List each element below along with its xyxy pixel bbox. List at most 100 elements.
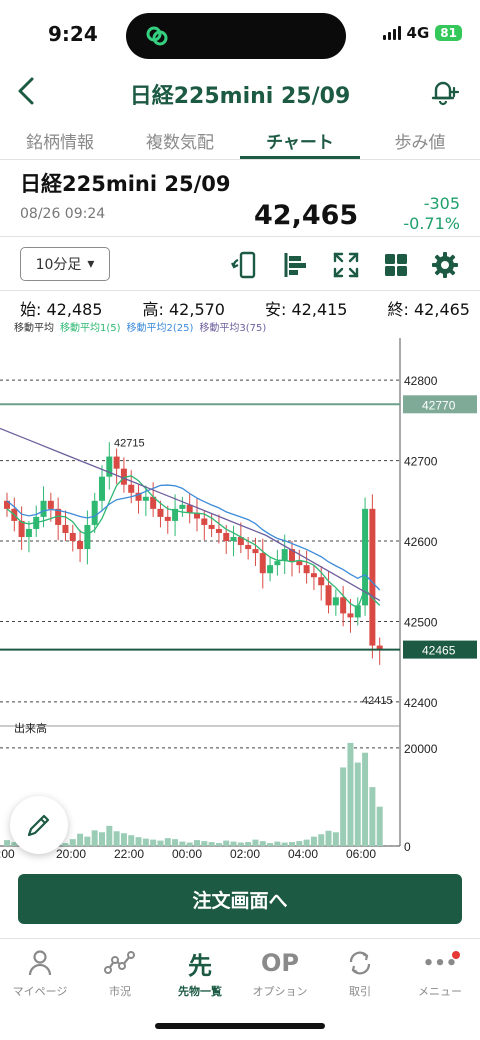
candle-body: [186, 504, 193, 513]
candle-body: [194, 512, 200, 519]
price-chart[interactable]: 42800 42700 42600 42500 42400 42770 42465 42715…: [0, 338, 480, 860]
volume-bar: [84, 836, 91, 846]
volume-bar: [164, 838, 171, 846]
volume-bar: [215, 843, 222, 846]
pencil-icon: [27, 814, 50, 837]
grid-layout-icon[interactable]: [381, 250, 411, 280]
candle-body: [332, 597, 339, 606]
candle-body: [106, 456, 113, 477]
candle-body: [128, 484, 135, 493]
price-tick-label: 42600: [404, 535, 438, 549]
candle-body: [296, 561, 303, 566]
rotate-phone-icon[interactable]: [230, 250, 260, 280]
volume-bar: [194, 840, 200, 846]
status-indicators: 4G 81: [382, 24, 462, 42]
candle-body: [252, 549, 259, 554]
candle-body: [369, 508, 376, 646]
volume-bar: [4, 840, 10, 846]
ma3-label: 移動平均3(75): [199, 323, 267, 334]
battery-icon: 81: [435, 25, 462, 41]
current-price-label: 42465: [422, 644, 456, 658]
gear-icon[interactable]: [430, 250, 460, 280]
volume-bar: [128, 835, 135, 846]
bottom-nav: マイページ 市況 先 先物一覧 OP オプション 取引 ••• メニュー: [0, 938, 480, 1008]
volume-bar: [340, 767, 347, 846]
ma-legend-title: 移動平均: [14, 323, 54, 334]
volume-bar: [310, 836, 317, 846]
volume-tick-label: 0: [404, 840, 411, 854]
draw-button[interactable]: [10, 796, 68, 854]
candle-body: [77, 541, 84, 550]
price-tick-label: 42800: [404, 374, 438, 388]
tab-multi-quote[interactable]: 複数気配: [146, 133, 214, 153]
volume-bar: [62, 843, 69, 846]
candle-body: [303, 565, 310, 574]
time-tick-label: 22:00: [114, 847, 144, 860]
nav-market[interactable]: 市況: [80, 939, 160, 1008]
candle-body: [91, 500, 98, 525]
time-tick-label: 02:00: [230, 847, 260, 860]
volume-bar: [289, 842, 295, 846]
chevron-down-icon: ▾: [87, 256, 95, 272]
candle-body: [223, 532, 230, 542]
tab-bar: 銘柄情報 複数気配 チャート 歩み値: [0, 118, 480, 160]
ma1-line: [6, 475, 381, 609]
timeframe-select[interactable]: 10分足 ▾: [20, 247, 110, 281]
nav-options[interactable]: OP オプション: [252, 949, 308, 998]
notification-dot: [452, 951, 460, 959]
candle-body: [362, 508, 369, 606]
volume-bar: [362, 752, 369, 846]
nav-mypage[interactable]: マイページ: [0, 939, 80, 1008]
tab-chart[interactable]: チャート: [240, 118, 360, 159]
candle-body: [318, 577, 325, 586]
nav-trade[interactable]: 取引: [320, 939, 400, 1008]
order-screen-button[interactable]: 注文画面へ: [18, 874, 462, 924]
low-marker-label: 42415: [362, 695, 393, 707]
nav-futures-list[interactable]: 先 先物一覧: [160, 939, 240, 1008]
time-tick-label: 00:00: [172, 847, 202, 860]
volume-bar: [259, 841, 266, 846]
nav-menu[interactable]: ••• メニュー: [400, 939, 480, 1008]
price-change: -305: [423, 194, 460, 213]
volume-bar: [332, 832, 339, 846]
time-tick-label: 04:00: [288, 847, 318, 860]
current-price: 42,465: [254, 200, 359, 231]
candle-body: [113, 456, 120, 469]
candle-body: [142, 496, 149, 501]
volume-bar: [303, 839, 310, 846]
volume-bar: [267, 843, 274, 846]
instrument-name: 日経225mini 25/09: [20, 172, 231, 196]
page-title: 日経225mini 25/09: [129, 84, 351, 109]
ma-legend: 移動平均 移動平均1(5) 移動平均2(25) 移動平均3(75): [14, 319, 266, 334]
tab-tick-history[interactable]: 歩み値: [394, 133, 446, 153]
candle-body: [340, 597, 347, 614]
volume-bar: [347, 742, 354, 846]
fullscreen-icon[interactable]: [331, 250, 361, 280]
menu-dots-icon: •••: [422, 952, 458, 974]
candle-body: [267, 565, 274, 574]
network-type: 4G: [406, 24, 430, 42]
volume-bar: [274, 841, 281, 846]
candle-body: [281, 549, 288, 562]
volume-bar: [186, 842, 193, 846]
low-value: 安: 42,415: [265, 300, 348, 319]
bell-plus-icon[interactable]: [428, 76, 460, 108]
candle-body: [40, 500, 47, 517]
volume-bar: [208, 842, 215, 846]
candle-body: [230, 537, 237, 542]
timeframe-value: 10分足: [35, 257, 82, 273]
reference-price-label: 42770: [422, 398, 456, 412]
price-tick-label: 42500: [404, 615, 438, 629]
reference-price-tag: [403, 395, 477, 414]
price-change-percent: -0.71%: [403, 214, 460, 233]
candle-body: [47, 500, 54, 509]
volume-bar: [150, 839, 157, 846]
close-value: 終: 42,465: [387, 300, 470, 319]
divider: [0, 236, 480, 237]
volume-bar: [376, 806, 383, 846]
volume-bar: [325, 830, 332, 846]
price-tick-label: 42700: [404, 455, 438, 469]
tab-stock-info[interactable]: 銘柄情報: [26, 133, 94, 153]
back-chevron-icon[interactable]: [12, 76, 42, 106]
align-bars-icon[interactable]: [281, 250, 311, 280]
